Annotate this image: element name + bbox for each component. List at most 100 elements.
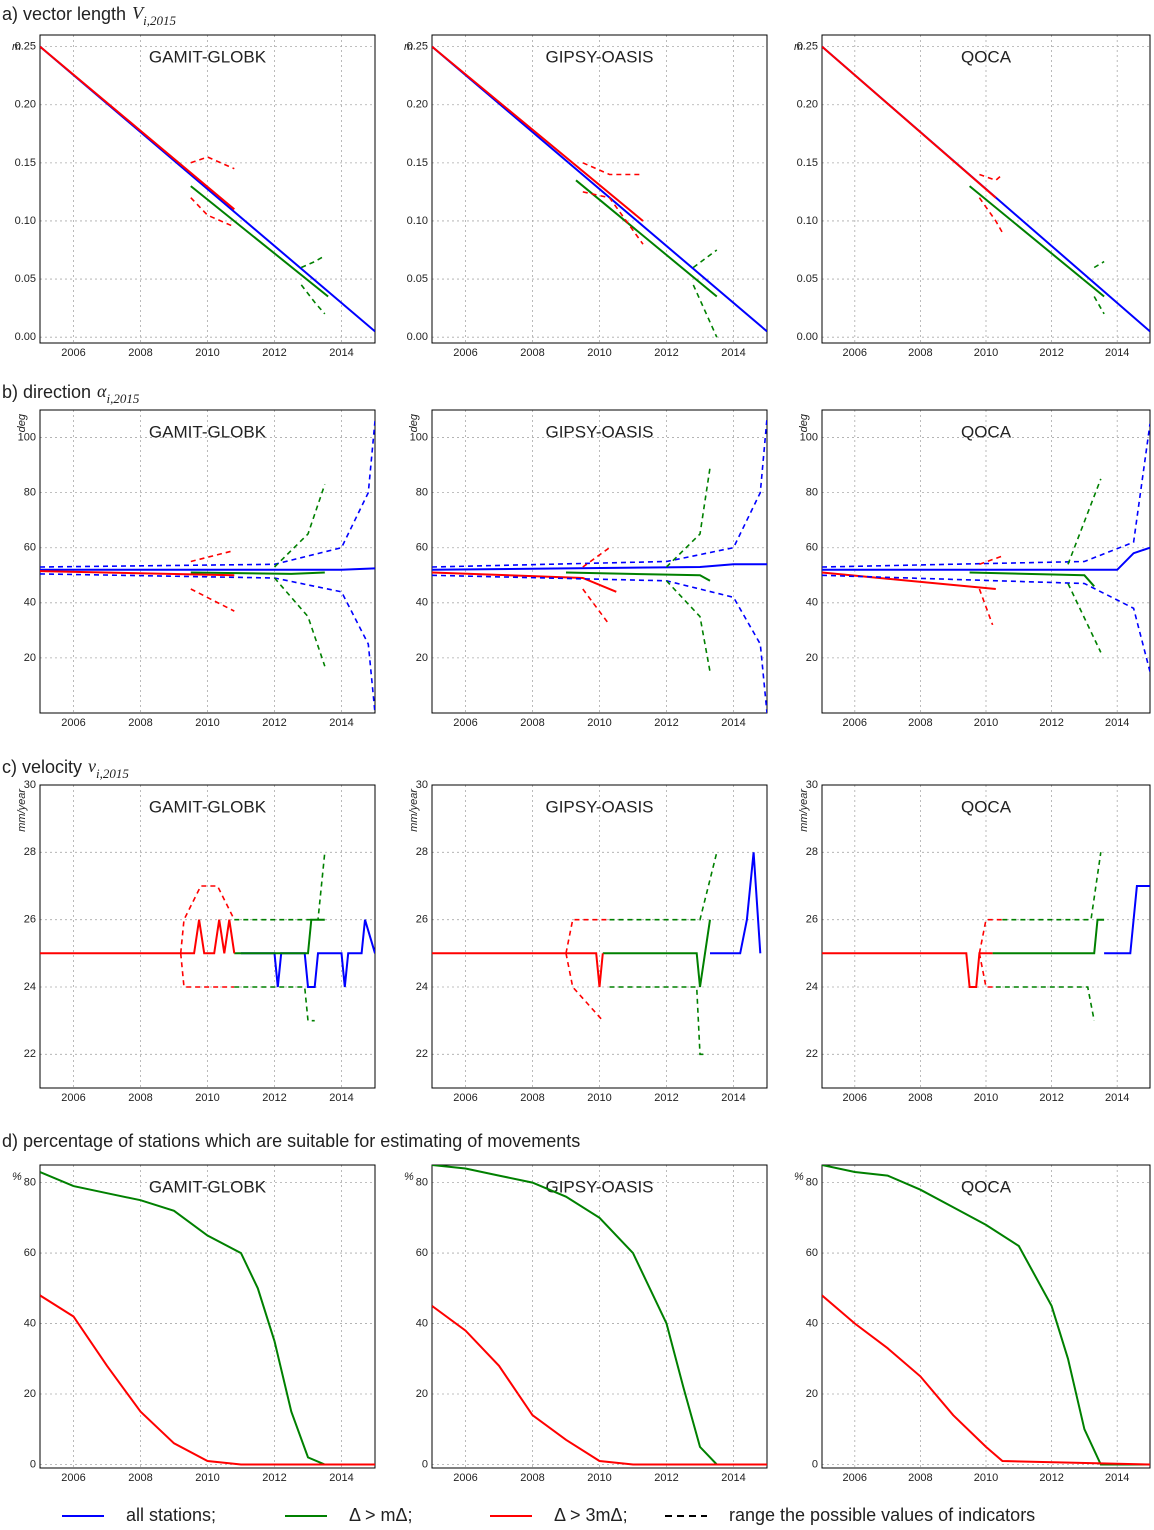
y-tick-label: 100 — [410, 431, 428, 443]
y-tick-label: 0.00 — [15, 331, 36, 343]
panel: 2006 2008 2010 2012 2014 0.00 0.05 0.10 0.15 0.20… — [404, 34, 768, 359]
x-tick-label: 2012 — [654, 717, 678, 729]
y-axis-label: mm/year — [798, 788, 810, 832]
y-tick-label: 22 — [24, 1048, 36, 1060]
x-tick-label: 2014 — [721, 1472, 745, 1484]
data-line — [822, 546, 1150, 571]
x-tick-label: 2012 — [262, 717, 286, 729]
data-line — [40, 1171, 375, 1466]
heading-subscript: i,2015 — [96, 766, 129, 781]
y-axis-label: m — [12, 41, 21, 53]
y-tick-label: 80 — [806, 1177, 818, 1189]
x-tick-label: 2008 — [520, 1472, 544, 1484]
y-tick-label: 0.05 — [407, 273, 428, 285]
x-tick-label: 2010 — [195, 1472, 219, 1484]
panel: 2006 2008 2010 2012 2014 0 20 40 60 80% GIPSY-OASI… — [404, 1164, 768, 1484]
plot-frame — [431, 34, 768, 344]
y-axis-label: mm/year — [16, 788, 28, 832]
legend-label: Δ > mΔ; — [349, 1505, 413, 1525]
data-line — [822, 423, 1150, 568]
x-tick-label: 2012 — [1039, 1472, 1063, 1484]
panel-title: QOCA — [961, 797, 1012, 816]
heading-text: d) percentage of stations which are suit… — [2, 1131, 580, 1151]
y-tick-label: 0.20 — [15, 99, 36, 111]
y-tick-label: 60 — [806, 542, 818, 554]
data-line — [234, 918, 325, 955]
data-line — [300, 255, 326, 269]
x-tick-label: 2006 — [61, 1472, 85, 1484]
y-tick-label: 0.00 — [407, 331, 428, 343]
x-tick-label: 2006 — [843, 1472, 867, 1484]
x-tick-label: 2006 — [61, 1092, 85, 1104]
data-line — [710, 852, 762, 955]
plot-frame — [39, 784, 376, 1089]
data-line — [432, 1305, 767, 1466]
y-tick-label: 0.20 — [407, 99, 428, 111]
data-line — [582, 547, 610, 568]
y-tick-label: 60 — [24, 1247, 36, 1259]
x-tick-label: 2010 — [587, 1472, 611, 1484]
data-line — [432, 45, 767, 333]
data-line — [992, 918, 1105, 955]
panel: b) direction αi,2015 2006 2008 2010 2012 2014 2… — [2, 381, 376, 729]
x-tick-label: 2008 — [128, 1472, 152, 1484]
x-tick-label: 2012 — [1039, 717, 1063, 729]
y-axis-label: % — [794, 1171, 804, 1183]
x-tick-label: 2010 — [587, 717, 611, 729]
x-tick-label: 2006 — [61, 717, 85, 729]
x-tick-label: 2008 — [520, 347, 544, 359]
y-tick-label: 0.20 — [797, 99, 818, 111]
row-heading: a) vector length Vi,2015 — [2, 3, 176, 28]
data-line — [179, 885, 236, 954]
legend-label: Δ > 3mΔ; — [554, 1505, 628, 1525]
data-line — [582, 162, 643, 176]
y-tick-label: 80 — [24, 487, 36, 499]
data-line — [241, 919, 375, 988]
y-tick-label: 40 — [416, 597, 428, 609]
x-tick-label: 2014 — [329, 717, 353, 729]
x-tick-label: 2014 — [721, 717, 745, 729]
data-line — [602, 919, 711, 988]
y-tick-label: 0.05 — [15, 273, 36, 285]
y-tick-label: 0.15 — [797, 157, 818, 169]
data-line — [432, 1165, 767, 1466]
data-line — [978, 918, 1003, 954]
x-tick-label: 2014 — [721, 1092, 745, 1104]
data-line — [273, 577, 326, 667]
x-tick-label: 2010 — [974, 1092, 998, 1104]
x-tick-label: 2014 — [1105, 717, 1129, 729]
data-line — [190, 588, 235, 612]
data-line — [40, 573, 375, 713]
y-tick-label: 0 — [812, 1458, 818, 1470]
x-tick-label: 2012 — [1039, 347, 1063, 359]
y-tick-label: 30 — [24, 779, 36, 791]
y-tick-label: 0.10 — [407, 215, 428, 227]
plot-frame — [821, 34, 1151, 344]
x-tick-label: 2012 — [1039, 1092, 1063, 1104]
data-line — [40, 570, 235, 577]
data-line — [609, 986, 704, 1056]
y-tick-label: 20 — [806, 652, 818, 664]
data-line — [432, 952, 604, 988]
x-tick-label: 2010 — [974, 347, 998, 359]
data-line — [978, 197, 1004, 233]
heading-symbol: α — [97, 381, 107, 401]
y-tick-label: 80 — [806, 487, 818, 499]
data-line — [432, 45, 644, 222]
y-tick-label: 0.10 — [797, 215, 818, 227]
x-tick-label: 2006 — [843, 1092, 867, 1104]
data-line — [432, 418, 767, 568]
y-tick-label: 0.25 — [407, 41, 428, 53]
panel-title: GIPSY-OASIS — [545, 47, 653, 66]
plot-frame — [821, 409, 1151, 714]
y-tick-label: 24 — [24, 981, 36, 993]
data-line — [968, 185, 1105, 298]
x-tick-label: 2012 — [262, 347, 286, 359]
x-tick-label: 2008 — [128, 347, 152, 359]
data-line — [665, 580, 711, 672]
data-line — [822, 952, 993, 988]
x-tick-label: 2006 — [843, 347, 867, 359]
data-line — [432, 563, 767, 571]
y-tick-label: 0.05 — [797, 273, 818, 285]
y-tick-label: 60 — [416, 542, 428, 554]
